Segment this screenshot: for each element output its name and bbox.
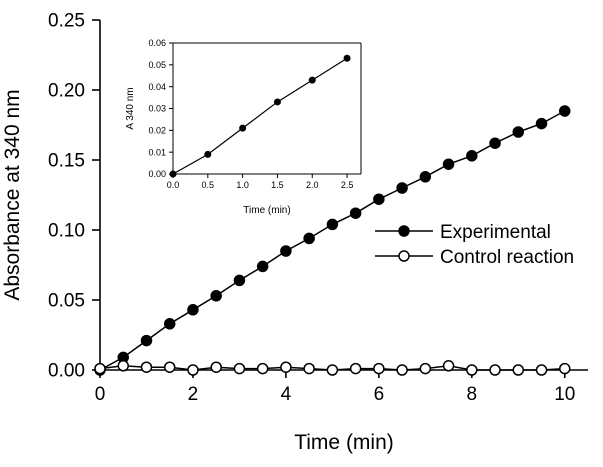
x-tick-label: 10 (554, 384, 575, 405)
data-point-filled (308, 76, 316, 84)
y-axis-title: Absorbance at 340 nm (1, 89, 24, 300)
x-tick-label: 6 (374, 384, 385, 405)
y-tick-label: 0.20 (48, 81, 85, 102)
data-point-open (396, 364, 408, 376)
y-axis-title: A 340 nm (125, 87, 136, 129)
data-point-filled (419, 171, 432, 183)
y-tick-label: 0.02 (148, 125, 166, 135)
data-point-filled (163, 318, 176, 330)
x-tick-label: 0.5 (202, 180, 215, 190)
x-tick-label: 0 (95, 384, 106, 405)
x-tick-label: 1.0 (236, 180, 249, 190)
data-point-open (326, 364, 339, 376)
data-point-filled (326, 218, 339, 231)
main-axes: 0.00 0.05 0.10 0.15 0.20 0.25 0 2 4 6 8 10 Time (min… (1, 11, 588, 454)
data-point-open (373, 362, 385, 375)
data-point-filled (140, 334, 153, 347)
data-point-filled (559, 105, 571, 117)
x-tick-label: 1.5 (271, 180, 284, 190)
data-point-filled (239, 124, 247, 132)
data-point-filled (489, 137, 501, 149)
data-point-open (512, 364, 525, 376)
data-point-filled (466, 150, 478, 162)
data-point-open (535, 364, 548, 376)
y-tick-label: 0.15 (48, 151, 85, 172)
legend-label: Experimental (440, 222, 551, 243)
data-point-filled (373, 193, 385, 205)
x-tick-label: 0.0 (167, 180, 180, 190)
data-point-filled (204, 150, 212, 158)
legend-marker-filled (398, 225, 410, 237)
legend-marker-open (398, 250, 410, 262)
inset-axes: 0.00 0.01 0.02 0.03 0.04 0.05 0.06 0.0 0.5 1.0 1.5… (125, 38, 362, 216)
data-point-open (349, 362, 362, 375)
y-tick-label: 0.06 (148, 38, 166, 48)
data-point-filled (349, 207, 362, 219)
data-point-open (187, 364, 199, 376)
data-point-open (559, 362, 571, 375)
data-point-open (303, 362, 315, 375)
y-tick-label: 0.03 (148, 104, 166, 114)
data-point-filled (343, 54, 351, 62)
inset-series (169, 54, 351, 178)
data-point-filled (273, 98, 281, 106)
data-point-open (117, 360, 129, 372)
data-point-open (256, 362, 269, 375)
y-tick-label: 0.05 (48, 291, 85, 312)
y-tick-label: 0.05 (148, 60, 166, 70)
x-tick-label: 2.0 (306, 180, 319, 190)
data-point-open (419, 362, 432, 375)
data-point-filled (512, 126, 525, 138)
data-point-filled (535, 117, 548, 130)
legend: Experimental Control reaction (375, 222, 574, 268)
x-axis-title: Time (min) (294, 431, 394, 454)
y-tick-label: 0.00 (148, 169, 166, 179)
x-tick-label: 8 (467, 384, 478, 405)
y-tick-label: 0.00 (48, 361, 85, 382)
x-axis-title: Time (min) (243, 205, 290, 216)
y-tick-label: 0.04 (148, 82, 166, 92)
data-point-filled (396, 182, 408, 194)
data-point-filled (210, 290, 222, 302)
data-point-open (163, 361, 176, 373)
data-point-filled (303, 232, 315, 245)
data-point-filled (187, 304, 199, 316)
data-point-open (280, 361, 292, 373)
data-point-open (466, 364, 478, 376)
data-point-filled (233, 274, 246, 287)
series-line (172, 57, 348, 175)
data-point-filled (169, 170, 177, 178)
x-tick-label: 2 (188, 384, 199, 405)
y-tick-label: 0.10 (48, 221, 85, 242)
data-point-open (210, 361, 222, 373)
data-point-open (140, 361, 153, 373)
data-point-open (489, 364, 501, 376)
y-tick-label: 0.01 (148, 147, 166, 157)
x-tick-label: 2.5 (341, 180, 354, 190)
x-tick-label: 4 (281, 384, 292, 405)
data-point-open (233, 362, 246, 375)
data-point-filled (256, 260, 269, 273)
legend-label: Control reaction (440, 247, 574, 268)
data-point-filled (442, 158, 455, 170)
data-point-open (442, 360, 455, 372)
data-point-filled (280, 245, 292, 257)
main-series (94, 105, 571, 376)
y-tick-label: 0.25 (48, 11, 85, 32)
data-point-open (94, 362, 106, 375)
